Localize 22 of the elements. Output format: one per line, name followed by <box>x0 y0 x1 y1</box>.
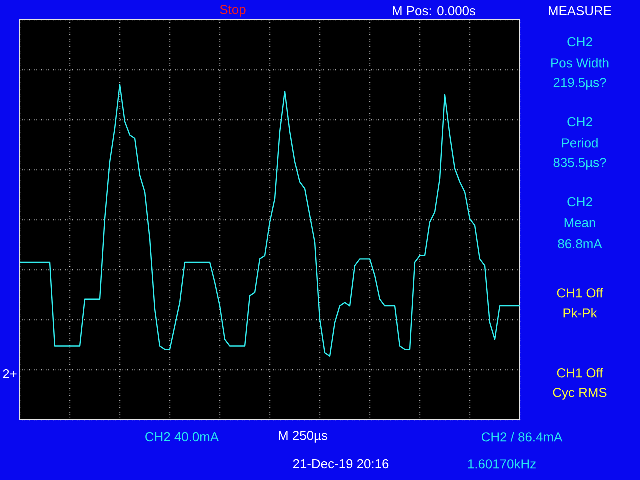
text: 2+ <box>3 369 17 379</box>
text: Pos Width <box>552 58 609 68</box>
text: CH2 40.0mA <box>146 432 220 442</box>
text: 21-Dec-19 20:16 <box>293 459 389 469</box>
text: 835.5µs? <box>554 158 606 170</box>
text: Mean <box>564 218 596 228</box>
text: CH1 Off <box>557 368 604 378</box>
text: CH2 <box>568 197 592 207</box>
text: M 250µs <box>279 431 328 443</box>
text: 1.60170kHz <box>468 459 536 469</box>
text: 86.8mA <box>558 239 602 249</box>
text: M Pos: 0.000s <box>393 6 476 16</box>
text: CH2 / 86.4mA <box>482 432 563 442</box>
text: MEASURE <box>549 6 612 16</box>
text: CH1 Off <box>557 288 604 298</box>
text: Cyc RMS <box>553 388 607 400</box>
text: CH2 <box>568 37 592 47</box>
text: Pk-Pk <box>564 308 598 318</box>
text: 219.5µs? <box>554 78 606 90</box>
text: Period <box>562 138 598 148</box>
text: Stop <box>220 5 246 17</box>
text: CH2 <box>568 117 592 127</box>
